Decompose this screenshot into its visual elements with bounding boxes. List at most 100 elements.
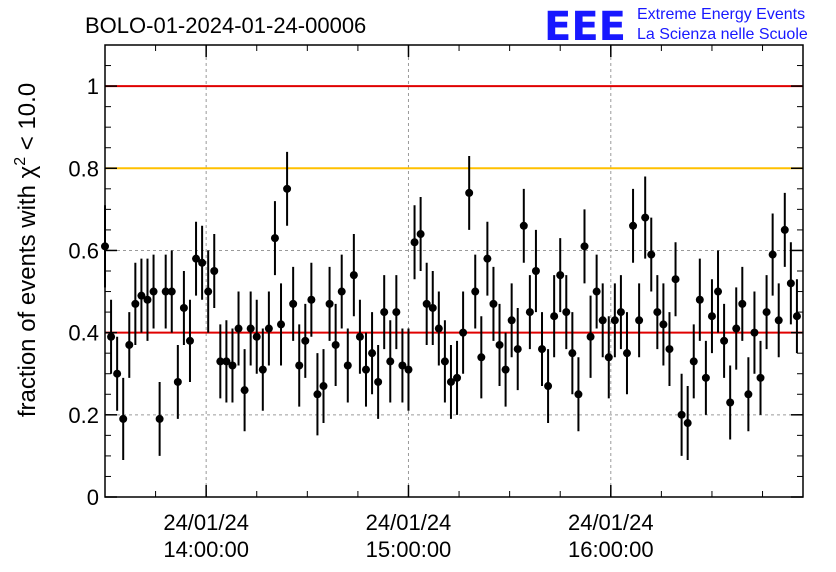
data-point bbox=[635, 316, 644, 325]
data-point bbox=[756, 373, 765, 382]
axes: 00.20.40.60.8124/01/2414:00:0024/01/2415… bbox=[68, 44, 803, 562]
data-point bbox=[738, 299, 747, 308]
data-point bbox=[489, 299, 498, 308]
data-point bbox=[380, 308, 389, 317]
data-point bbox=[313, 390, 322, 399]
data-point bbox=[653, 308, 662, 317]
data-point bbox=[143, 295, 152, 304]
data-point bbox=[416, 230, 425, 239]
data-point bbox=[131, 299, 140, 308]
eee-logo-line1: Extreme Energy Events bbox=[637, 6, 805, 23]
data-point bbox=[210, 267, 219, 275]
data-point bbox=[786, 279, 795, 288]
y-tick-label: 1 bbox=[87, 74, 99, 99]
data-point bbox=[459, 328, 468, 337]
data-point bbox=[264, 324, 273, 333]
y-tick-label: 0 bbox=[87, 485, 99, 510]
data-point bbox=[483, 254, 492, 263]
eee-logo: EEE Extreme Energy Events La Scienza nel… bbox=[544, 4, 808, 50]
reference-lines bbox=[105, 85, 803, 334]
x-tick-time: 14:00:00 bbox=[163, 537, 249, 562]
data-point bbox=[198, 258, 207, 267]
data-point bbox=[374, 377, 383, 386]
data-point bbox=[349, 271, 358, 280]
data-point bbox=[695, 295, 704, 304]
y-tick-label: 0.8 bbox=[68, 156, 99, 181]
data-point bbox=[610, 316, 619, 325]
data-point bbox=[277, 320, 286, 329]
data-point bbox=[325, 299, 334, 308]
data-point bbox=[368, 349, 377, 358]
data-point bbox=[714, 287, 723, 296]
data-point bbox=[531, 267, 540, 275]
data-point bbox=[422, 299, 431, 308]
data-point bbox=[270, 234, 279, 243]
data-point bbox=[192, 254, 201, 263]
data-point bbox=[301, 336, 310, 345]
data-point bbox=[732, 324, 741, 333]
data-point bbox=[465, 188, 474, 197]
x-tick-time: 15:00:00 bbox=[366, 537, 452, 562]
x-tick-date: 24/01/24 bbox=[366, 510, 452, 535]
data-point bbox=[525, 308, 534, 317]
data-point bbox=[392, 308, 401, 317]
data-point bbox=[647, 250, 656, 259]
data-point bbox=[780, 225, 789, 234]
data-point bbox=[641, 213, 650, 222]
data-point bbox=[774, 316, 783, 325]
chart-title: BOLO-01-2024-01-24-00006 bbox=[85, 13, 366, 38]
data-point bbox=[167, 287, 176, 296]
data-point bbox=[677, 410, 686, 419]
data-point bbox=[598, 316, 607, 325]
data-point bbox=[428, 303, 437, 312]
x-tick-date: 24/01/24 bbox=[163, 510, 249, 535]
y-tick-label: 0.2 bbox=[68, 403, 99, 428]
data-point bbox=[701, 373, 710, 382]
data-point bbox=[361, 365, 370, 374]
data-point bbox=[258, 365, 267, 374]
data-point bbox=[252, 332, 261, 341]
data-point bbox=[446, 377, 455, 386]
data-point bbox=[107, 332, 116, 341]
data-point bbox=[726, 398, 735, 407]
data-point bbox=[319, 382, 328, 391]
data-point bbox=[222, 357, 231, 366]
data-point bbox=[622, 349, 631, 358]
y-axis-label: fraction of events with χ2 < 10.0 bbox=[12, 83, 41, 417]
data-point bbox=[792, 312, 801, 321]
data-point bbox=[398, 361, 407, 370]
data-point bbox=[501, 365, 510, 374]
data-point bbox=[149, 287, 158, 296]
grid bbox=[105, 45, 803, 497]
data-point bbox=[659, 320, 668, 329]
data-point bbox=[161, 287, 170, 296]
data-point bbox=[720, 336, 729, 345]
data-point bbox=[683, 419, 692, 428]
data-point bbox=[234, 324, 243, 333]
data-point bbox=[289, 299, 298, 308]
data-point bbox=[616, 308, 625, 317]
data-point bbox=[689, 357, 698, 366]
data-point bbox=[750, 328, 759, 337]
data-point bbox=[671, 275, 680, 284]
data-point bbox=[586, 332, 595, 341]
data-point bbox=[580, 242, 589, 251]
data-point bbox=[155, 414, 164, 423]
data-point bbox=[216, 357, 225, 366]
data-point bbox=[477, 353, 486, 362]
data-point bbox=[744, 390, 753, 399]
data-point bbox=[440, 357, 449, 366]
data-point bbox=[386, 357, 395, 366]
data-point bbox=[125, 340, 134, 349]
data-point bbox=[404, 365, 413, 374]
data-point bbox=[410, 238, 419, 247]
data-point bbox=[307, 295, 316, 304]
data-point bbox=[762, 308, 771, 317]
data-point bbox=[453, 373, 462, 382]
data-point bbox=[204, 287, 213, 296]
y-tick-label: 0.4 bbox=[68, 321, 99, 346]
data-point bbox=[519, 221, 528, 230]
data-point bbox=[185, 336, 194, 345]
data-point bbox=[246, 324, 255, 333]
